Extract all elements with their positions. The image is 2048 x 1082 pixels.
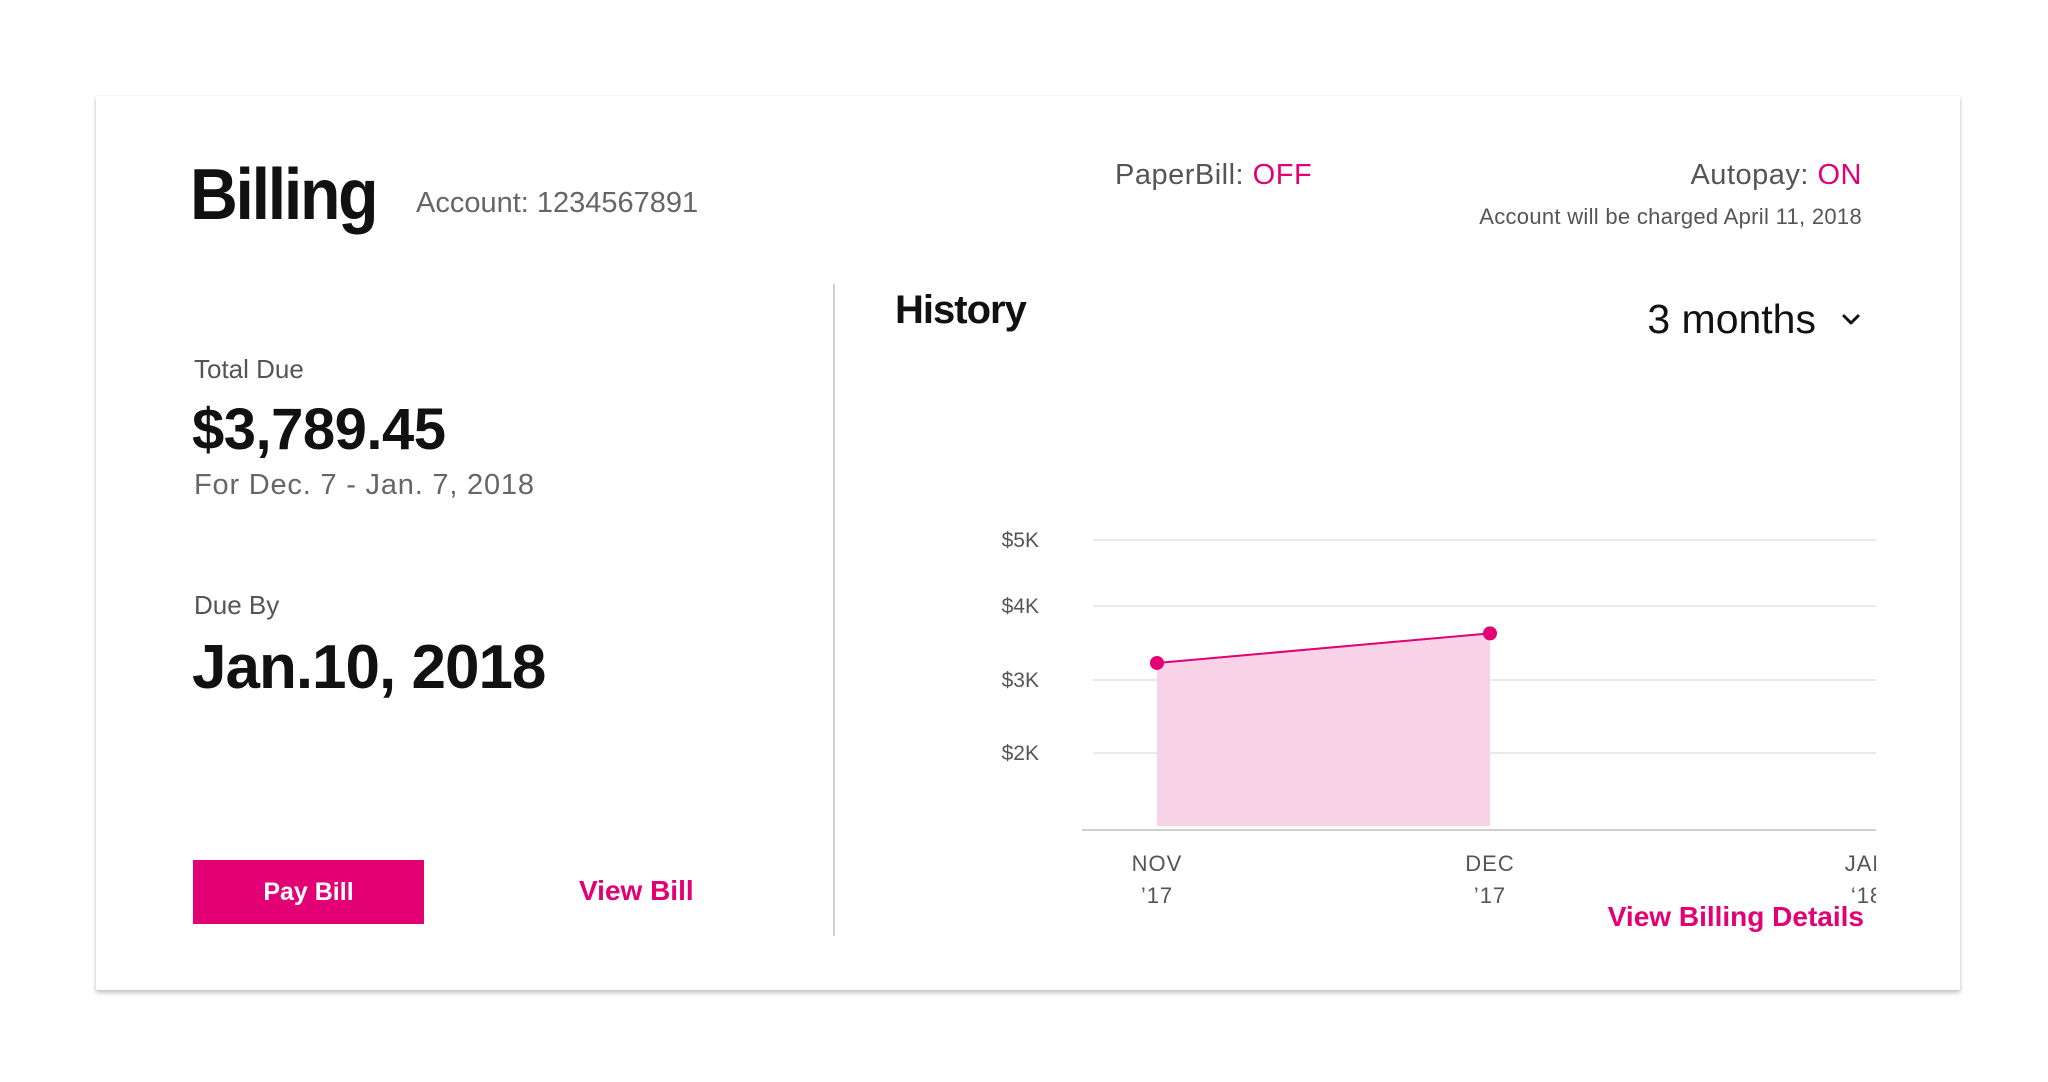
range-dropdown[interactable]: 3 months [1647,296,1862,343]
billing-period: For Dec. 7 - Jan. 7, 2018 [194,469,535,501]
paperbill-status[interactable]: OFF [1252,159,1313,191]
x-tick-month: DEC [1465,851,1514,876]
total-due-amount: $3,789.45 [192,397,446,462]
billing-card: Billing Account: 1234567891 PaperBill: O… [96,96,1960,990]
page-title: Billing [190,155,379,235]
history-chart: $5K $4K $3K $2K NOV ’17 DEC ’17 JAN ‘18 [1002,529,1876,908]
account-number: Account: 1234567891 [416,187,699,219]
section-divider [833,284,835,936]
data-point [1483,626,1497,641]
due-by-label: Due By [194,590,280,620]
x-tick-year: ‘18 [1851,883,1876,908]
y-tick-label: $2K [1002,742,1039,765]
autopay-label: Autopay: [1690,159,1818,191]
total-due-label: Total Due [194,354,304,384]
history-title: History [895,288,1027,332]
range-selected-value: 3 months [1647,296,1816,342]
x-tick-year: ’17 [1474,883,1506,908]
paperbill-setting[interactable]: PaperBill: OFF [1115,159,1312,192]
autopay-status[interactable]: ON [1817,159,1862,191]
autopay-setting[interactable]: Autopay: ON [1690,159,1862,192]
x-tick-year: ’17 [1141,883,1173,908]
paperbill-label: PaperBill: [1115,159,1253,191]
y-tick-label: $4K [1002,595,1039,618]
history-line [1156,632,1491,664]
chevron-down-icon [1842,314,1860,324]
view-billing-details-link[interactable]: View Billing Details [1607,901,1864,932]
y-tick-label: $5K [1002,529,1039,552]
x-tick-month: NOV [1132,851,1183,876]
data-point [1150,655,1164,670]
view-bill-link[interactable]: View Bill [579,875,694,906]
x-tick-month: JAN [1845,851,1876,876]
history-area [1157,633,1490,826]
y-tick-label: $3K [1002,669,1039,692]
due-date: Jan.10, 2018 [192,633,546,702]
pay-bill-button[interactable]: Pay Bill [193,860,424,924]
autopay-note: Account will be charged April 11, 2018 [1479,204,1862,229]
